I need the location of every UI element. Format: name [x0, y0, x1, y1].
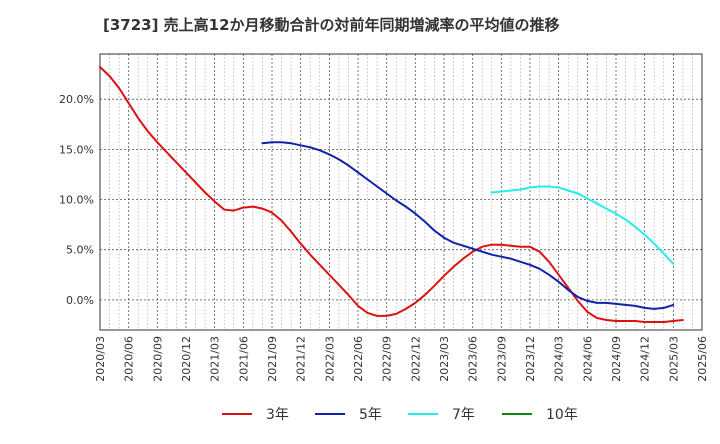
y-tick-label: 15.0%	[59, 143, 94, 156]
x-tick-label: 2021/03	[209, 336, 222, 382]
legend-label: 10年	[546, 407, 578, 423]
x-tick-label: 2025/06	[696, 336, 709, 382]
x-tick-label: 2020/12	[180, 336, 193, 382]
legend-label: 7年	[452, 407, 475, 423]
x-tick-label: 2023/12	[524, 336, 537, 382]
y-tick-label: 0.0%	[66, 294, 94, 307]
legend-label: 5年	[359, 407, 382, 423]
chart-title: [3723] 売上高12か月移動合計の対前年同期増減率の平均値の推移	[103, 16, 560, 34]
x-tick-label: 2023/06	[467, 336, 480, 382]
x-tick-label: 2024/09	[610, 336, 623, 382]
series-line	[99, 66, 684, 323]
x-tick-label: 2023/09	[495, 336, 508, 382]
x-tick-label: 2024/06	[581, 336, 594, 382]
plot-frame	[99, 53, 703, 331]
x-tick-label: 2022/06	[352, 336, 365, 382]
y-tick-label: 5.0%	[66, 244, 94, 257]
plot-area	[100, 54, 702, 330]
x-tick-label: 2020/06	[123, 336, 136, 382]
x-tick-label: 2021/06	[237, 336, 250, 382]
x-tick-label: 2022/12	[409, 336, 422, 382]
x-tick-label: 2024/12	[639, 336, 652, 382]
series-line	[490, 185, 675, 265]
y-tick-label: 10.0%	[59, 194, 94, 207]
x-tick-label: 2022/03	[323, 336, 336, 382]
x-tick-label: 2025/03	[667, 336, 680, 382]
x-tick-label: 2022/09	[381, 336, 394, 382]
x-tick-label: 2020/03	[94, 336, 107, 382]
legend-label: 3年	[266, 407, 289, 423]
x-tick-label: 2021/09	[266, 336, 279, 382]
y-tick-label: 20.0%	[59, 93, 94, 106]
x-tick-label: 2023/03	[438, 336, 451, 382]
series-line	[261, 141, 675, 310]
x-tick-label: 2024/03	[553, 336, 566, 382]
x-tick-label: 2021/12	[295, 336, 308, 382]
x-tick-label: 2020/09	[151, 336, 164, 382]
